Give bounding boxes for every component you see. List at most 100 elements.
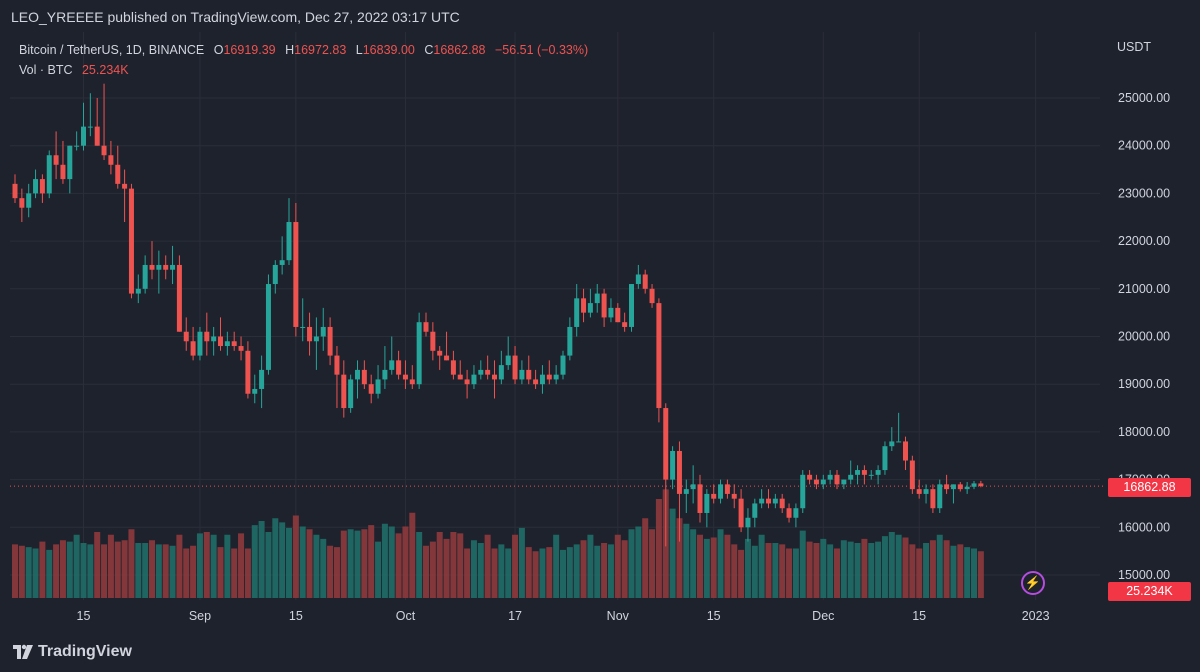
candle-body (190, 341, 196, 356)
candle-body (772, 498, 778, 504)
price-chart[interactable]: 25000.00 24000.00 23000.00 22000.00 21000.00… (0, 32, 1200, 632)
candle-body (108, 155, 114, 165)
candle-body (355, 369, 360, 380)
candle-body (930, 489, 936, 509)
volume-bar (443, 538, 450, 598)
candle-body (409, 379, 415, 385)
y-tick-label: 20000.00 (1118, 330, 1170, 344)
open-value: 16919.39 (223, 43, 276, 57)
volume-bar (409, 512, 416, 598)
candle-body (423, 322, 429, 332)
candle-body (115, 164, 121, 184)
volume-bar (39, 541, 46, 598)
volume-bar (224, 534, 231, 598)
volume-bar (251, 525, 258, 598)
candle-body (81, 126, 86, 146)
candle-body (964, 486, 970, 490)
chart-legend: Bitcoin / TetherUS, 1D, BINANCE O16919.3… (19, 40, 588, 80)
volume-bar (327, 545, 334, 598)
volume-bar (217, 547, 224, 598)
volume-bar (272, 518, 279, 598)
candle-body (396, 360, 402, 375)
candle-body (581, 298, 587, 313)
volume-bar (738, 549, 745, 598)
volume-bar (868, 543, 875, 598)
candle-body (752, 503, 758, 518)
volume-bar (594, 545, 601, 598)
tradingview-logo-icon[interactable] (12, 642, 34, 662)
volume-bar (190, 545, 197, 598)
volume-bar (916, 548, 923, 598)
change-value: −56.51 (−0.33%) (495, 43, 589, 57)
volume-bar (786, 548, 793, 598)
candle-body (478, 369, 484, 375)
y-tick-label: 16000.00 (1118, 520, 1170, 534)
top-bar: LEO_YREEEE published on TradingView.com,… (0, 0, 1200, 32)
candle-body (74, 145, 80, 147)
x-tick-label: Nov (607, 609, 630, 623)
volume-bar (347, 529, 354, 598)
volume-bar (731, 544, 738, 598)
x-tick-label: Oct (396, 609, 416, 623)
candle-body (498, 365, 504, 380)
candle-body (348, 379, 354, 409)
candle-body (971, 483, 977, 487)
volume-bar (306, 529, 313, 598)
volume-label[interactable]: Vol · BTC (19, 63, 73, 77)
candle-body (896, 441, 902, 443)
volume-bar (943, 540, 950, 598)
volume-bar (923, 543, 930, 598)
candle-body (163, 264, 169, 270)
candle-body (430, 331, 436, 351)
volume-bar (950, 545, 957, 598)
volume-bar (470, 540, 477, 598)
candle-body (875, 470, 881, 475)
volume-bar (457, 533, 464, 598)
volume-bar (724, 534, 731, 598)
candle-body (389, 360, 395, 370)
candle-body (526, 369, 532, 380)
volume-bar (381, 523, 388, 598)
candle-body (656, 303, 662, 409)
volume-bar (142, 543, 149, 598)
candle-body (533, 379, 539, 385)
candle-body (827, 474, 833, 480)
volume-bar (32, 548, 39, 598)
volume-bar (121, 540, 128, 598)
candle-body (793, 508, 799, 518)
candle-body (731, 493, 737, 499)
volume-bar (512, 534, 519, 598)
volume-bar (614, 534, 621, 598)
candle-body (39, 179, 45, 194)
volume-bar (792, 548, 799, 598)
close-label: C (424, 43, 434, 57)
volume-bar (655, 499, 662, 598)
candle-body (361, 369, 367, 385)
volume-bar (368, 525, 375, 598)
candle-body (320, 326, 326, 337)
volume-bar (354, 530, 361, 598)
candle-body (176, 264, 182, 332)
candle-body (519, 369, 525, 380)
symbol-label[interactable]: Bitcoin / TetherUS, 1D, BINANCE (19, 43, 205, 57)
volume-bar (772, 543, 779, 598)
candle-body (724, 484, 730, 494)
volume-bar (375, 541, 382, 598)
x-tick-label: 17 (508, 609, 522, 623)
candle-body (676, 450, 682, 494)
volume-bar (299, 526, 306, 598)
candle-body (903, 441, 908, 461)
volume-bar (498, 544, 505, 598)
volume-bar (196, 533, 203, 598)
volume-bar (183, 548, 190, 598)
lightning-icon[interactable]: ⚡ (1021, 571, 1045, 595)
last-price-tag: 16862.88 (1108, 478, 1191, 497)
candle-body (156, 264, 162, 270)
x-tick-label: 15 (707, 609, 721, 623)
volume-bar (292, 515, 299, 598)
candle-body (601, 293, 607, 318)
volume-bar (66, 541, 73, 598)
candle-body (101, 145, 107, 156)
brand-name[interactable]: TradingView (38, 643, 132, 660)
volume-bar (18, 545, 25, 598)
